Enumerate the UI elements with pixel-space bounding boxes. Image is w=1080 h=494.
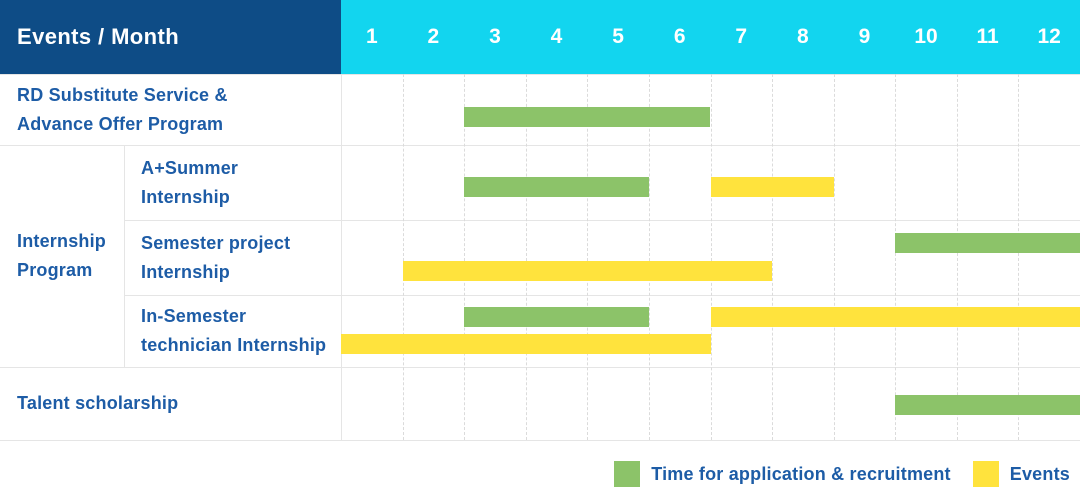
month-gridline <box>834 74 835 440</box>
row-border <box>0 440 1080 441</box>
month-gridline <box>711 74 712 440</box>
row-label-in-semester-technician: In-Semester technician Internship <box>124 295 341 367</box>
row-label-talent-scholarship: Talent scholarship <box>0 367 341 440</box>
group-label-internship-program: Internship Program <box>0 145 124 367</box>
row-border <box>0 74 1080 75</box>
row-label-in-semester-technician-text: technician Internship <box>141 335 327 355</box>
month-header-cell-2: 2 <box>427 25 440 48</box>
month-header-cell-7: 7 <box>735 25 748 48</box>
row-label-semester-project-text: Semester project <box>141 232 291 253</box>
month-header-cell-3: 3 <box>489 25 501 48</box>
row-border <box>0 145 1080 146</box>
row-border <box>124 295 1080 296</box>
row-border <box>0 367 1080 368</box>
row-label-rd-substitute: RD Substitute Service & Advance Offer Pro… <box>0 74 341 145</box>
events-color-swatch-icon <box>972 461 999 487</box>
legend-item-events: Events <box>972 461 1070 487</box>
gantt-bar-application-m10-m12 <box>895 395 1080 415</box>
events-month-header-label: Events / Month <box>17 24 180 49</box>
gantt-bar-application-m10-m12 <box>895 233 1080 253</box>
label-column-border <box>341 74 342 440</box>
month-gridline <box>587 74 588 440</box>
row-label-talent-scholarship-text: Talent scholarship <box>17 393 179 413</box>
gantt-bar-application-m3-m6 <box>464 107 711 127</box>
application-color-swatch-icon <box>614 461 641 487</box>
month-gridline <box>772 74 773 440</box>
row-label-semester-project-text: Internship <box>141 261 231 282</box>
sub-column-border <box>124 145 125 367</box>
month-header-cell-4: 4 <box>550 25 563 48</box>
month-gridline <box>1018 74 1019 440</box>
row-label-semester-project: Semester project Internship <box>124 220 341 295</box>
row-label-in-semester-technician-text: In-Semester <box>141 306 247 326</box>
events-month-header: Events / Month <box>0 0 341 74</box>
gantt-bar-application-m3-m5 <box>464 307 649 327</box>
legend: Time for application & recruitment Event… <box>614 461 1070 487</box>
group-label-internship-program-text: Program <box>17 260 93 280</box>
legend-application-label: Time for application & recruitment <box>651 463 951 484</box>
group-label-internship-program-text: Internship <box>17 231 107 251</box>
gantt-bar-application-m3-m5 <box>464 177 649 197</box>
month-header-cell-11: 11 <box>976 25 999 48</box>
month-header-cell-12: 12 <box>1037 25 1061 48</box>
gantt-bar-event-m1-m6 <box>341 334 711 354</box>
month-header-row: 1 2 3 4 5 6 7 8 9 10 11 12 <box>341 0 1080 74</box>
gantt-bar-event-m2-m7 <box>402 261 773 281</box>
row-label-rd-substitute-text: Advance Offer Program <box>17 113 224 134</box>
month-header-cell-5: 5 <box>612 25 624 48</box>
legend-events-label: Events <box>1009 463 1070 484</box>
gantt-bar-event-m7-m12 <box>710 307 1080 327</box>
row-label-a-plus-summer: A+Summer Internship <box>124 145 341 220</box>
row-border <box>124 220 1080 221</box>
month-gridline <box>895 74 896 440</box>
month-header-cell-9: 9 <box>858 25 871 48</box>
month-header-cell-10: 10 <box>914 25 938 48</box>
row-label-rd-substitute-text: RD Substitute Service & <box>17 84 228 105</box>
month-header-cell-1: 1 <box>365 25 378 48</box>
month-gridline <box>526 74 527 440</box>
legend-item-application: Time for application & recruitment <box>614 461 951 487</box>
month-header-cell-8: 8 <box>796 25 809 48</box>
month-gridline <box>464 74 465 440</box>
month-gridline <box>649 74 650 440</box>
month-header-cell-6: 6 <box>673 25 686 48</box>
month-gridline <box>957 74 958 440</box>
row-label-a-plus-summer-text: A+Summer <box>141 157 239 178</box>
row-label-a-plus-summer-text: Internship <box>141 186 231 207</box>
month-gridline <box>403 74 404 440</box>
gantt-bar-event-m7-m8 <box>710 177 834 197</box>
